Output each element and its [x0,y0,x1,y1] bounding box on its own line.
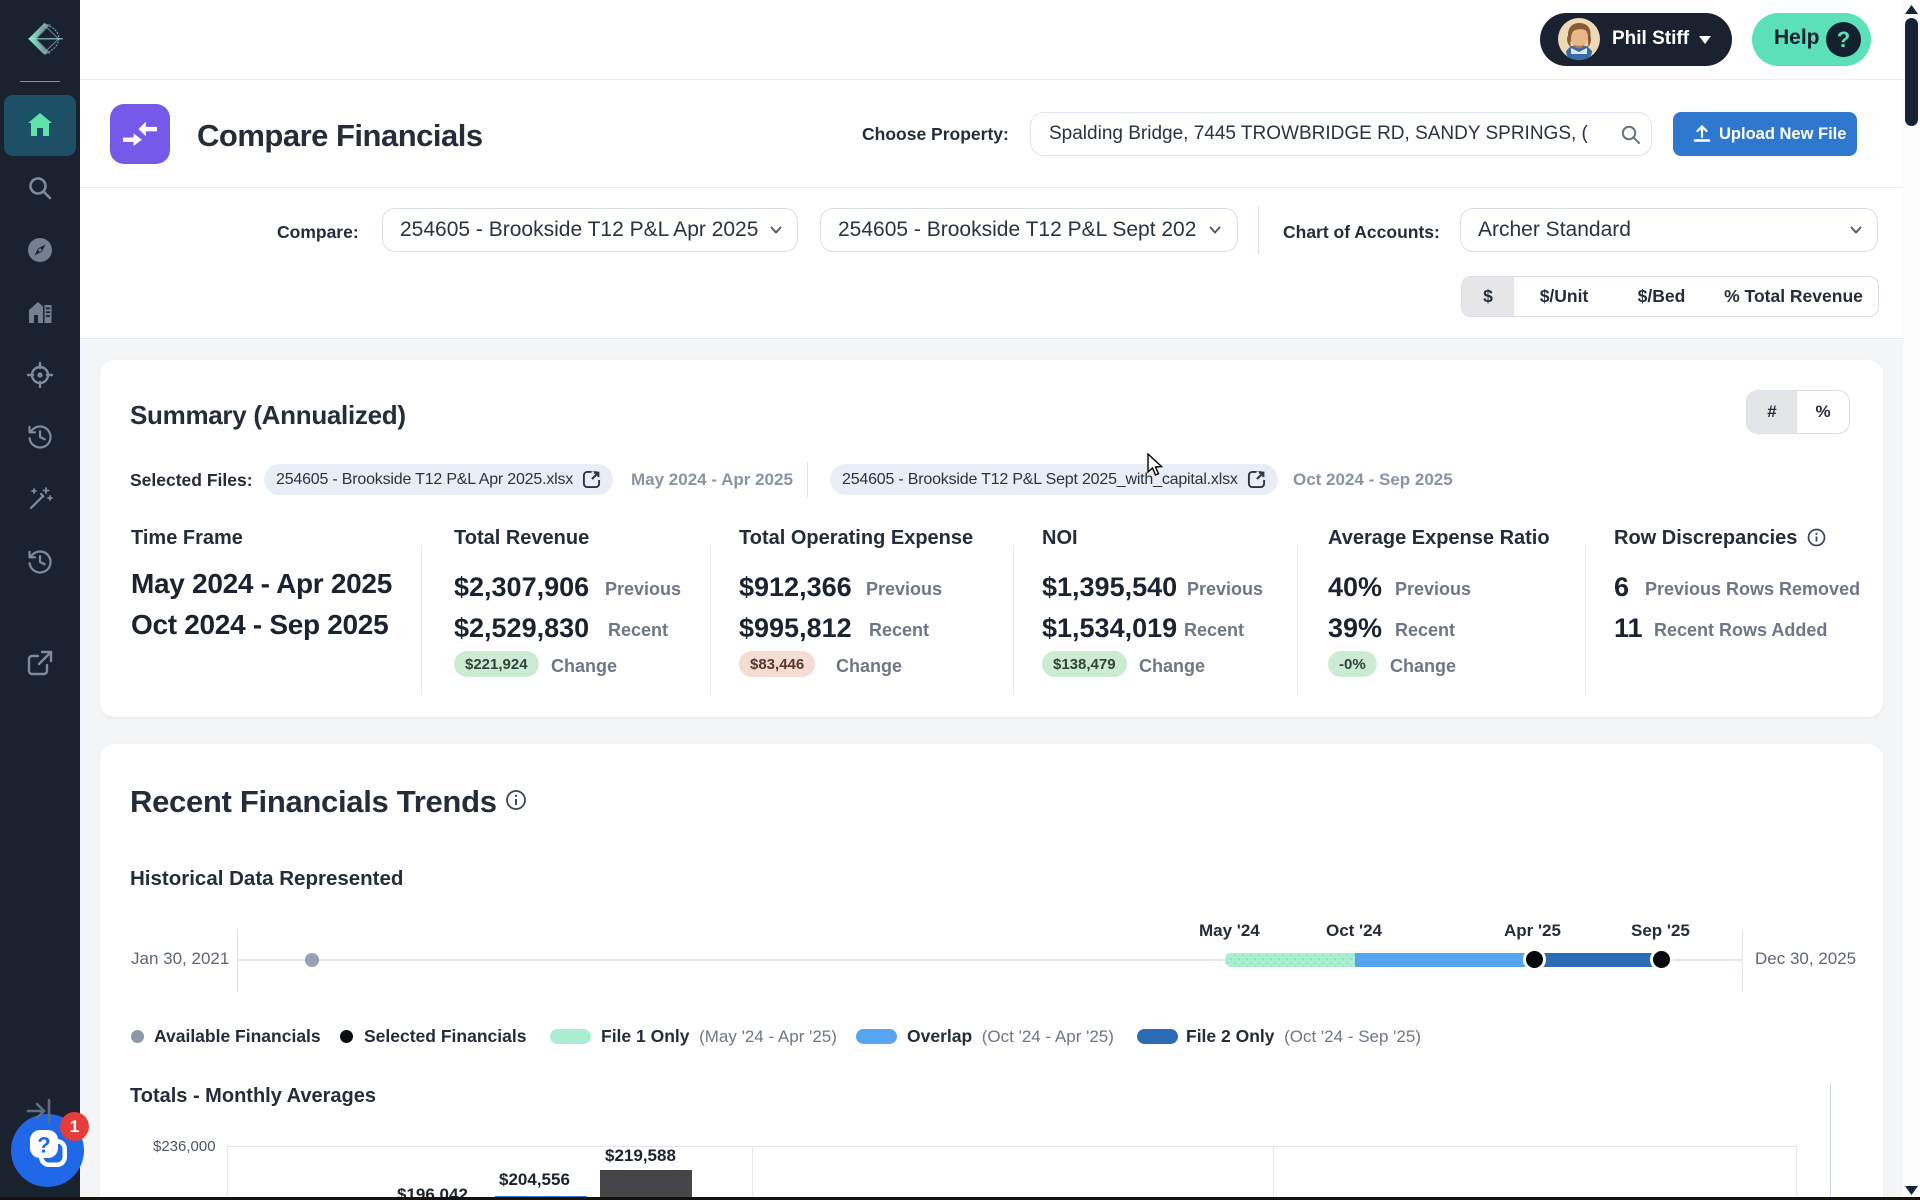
svg-text:?: ? [37,1133,50,1158]
